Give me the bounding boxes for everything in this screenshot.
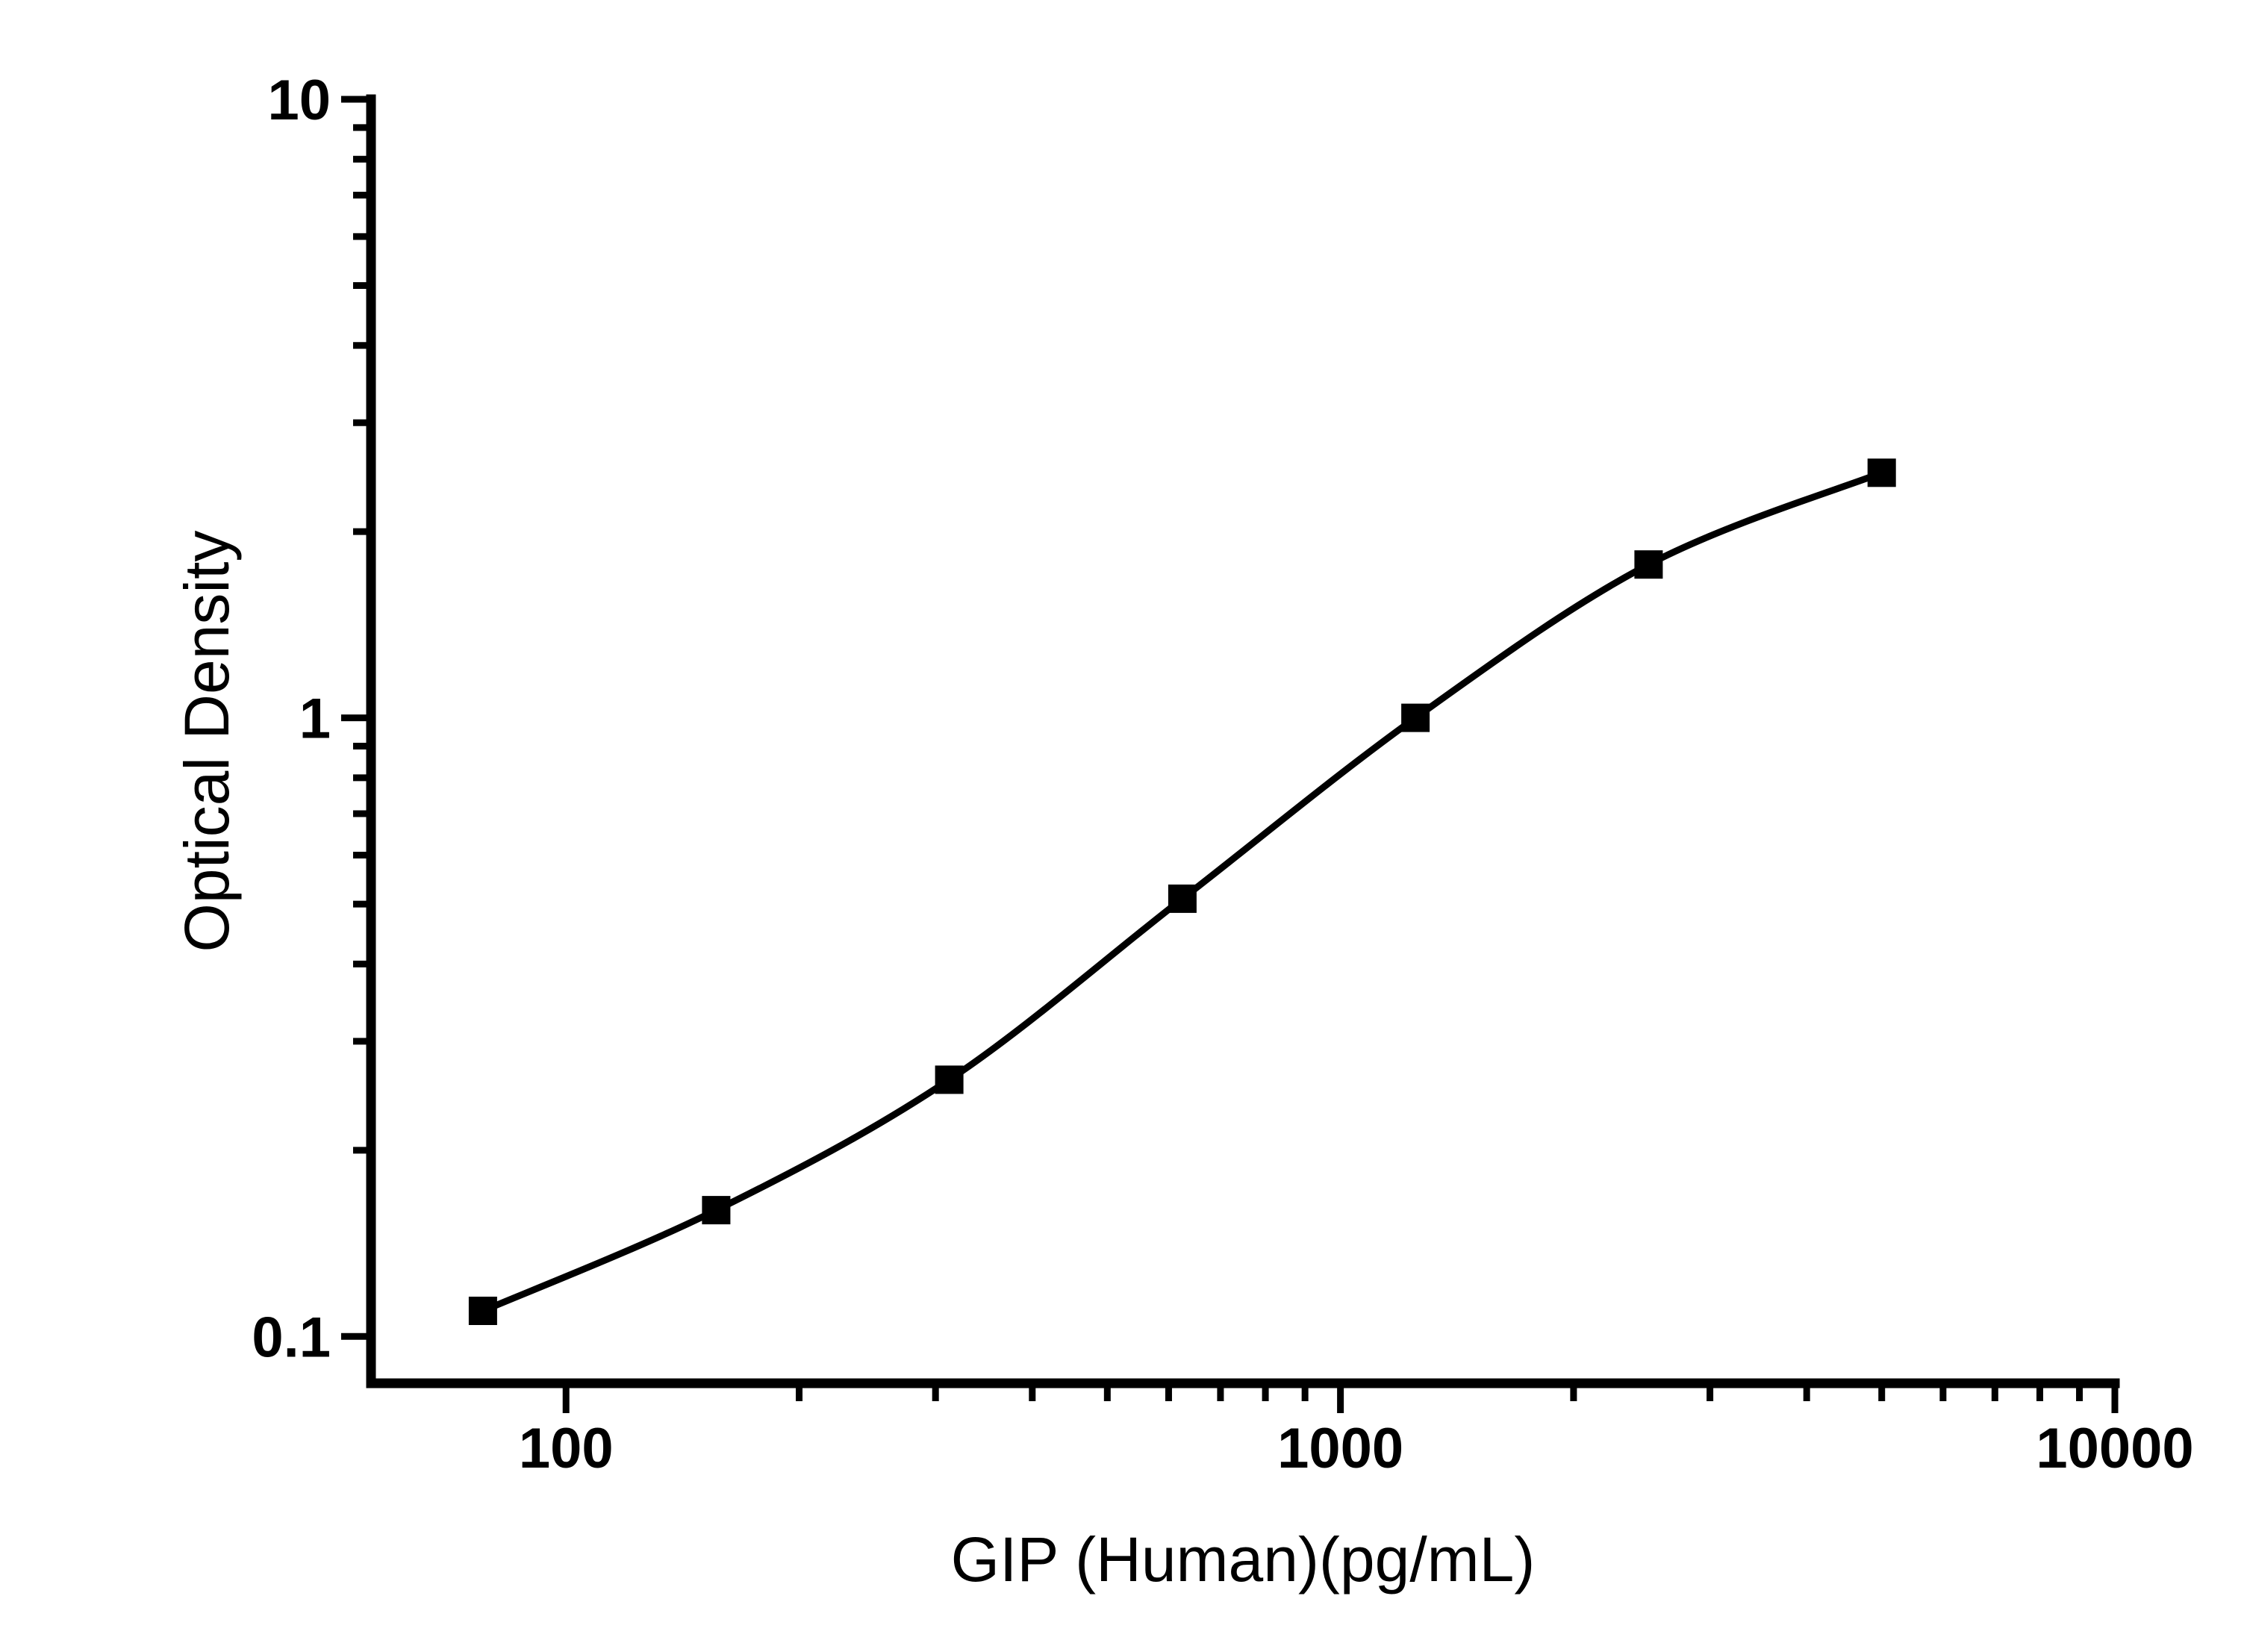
- data-point-marker: [935, 1065, 964, 1094]
- data-point-marker: [702, 1196, 731, 1225]
- data-point-marker: [1634, 550, 1663, 579]
- data-point-marker: [468, 1297, 497, 1325]
- plot-area: 100 1000 10000 0.1 1 10: [252, 69, 2193, 1480]
- data-point-marker: [1401, 703, 1430, 732]
- x-axis-title: GIP (Human)(pg/mL): [951, 1524, 1536, 1595]
- y-tick-label: 1: [299, 688, 331, 751]
- y-tick-label: 0.1: [252, 1306, 331, 1369]
- x-tick-label: 1000: [1277, 1417, 1403, 1480]
- data-point-marker: [1867, 458, 1896, 487]
- x-tick-label: 10000: [2036, 1417, 2193, 1480]
- y-tick-label: 10: [267, 69, 331, 132]
- x-tick-label: 100: [519, 1417, 614, 1480]
- data-point-marker: [1168, 884, 1197, 913]
- axis-line: [366, 94, 2120, 1388]
- y-axis-title: Optical Density: [172, 531, 242, 953]
